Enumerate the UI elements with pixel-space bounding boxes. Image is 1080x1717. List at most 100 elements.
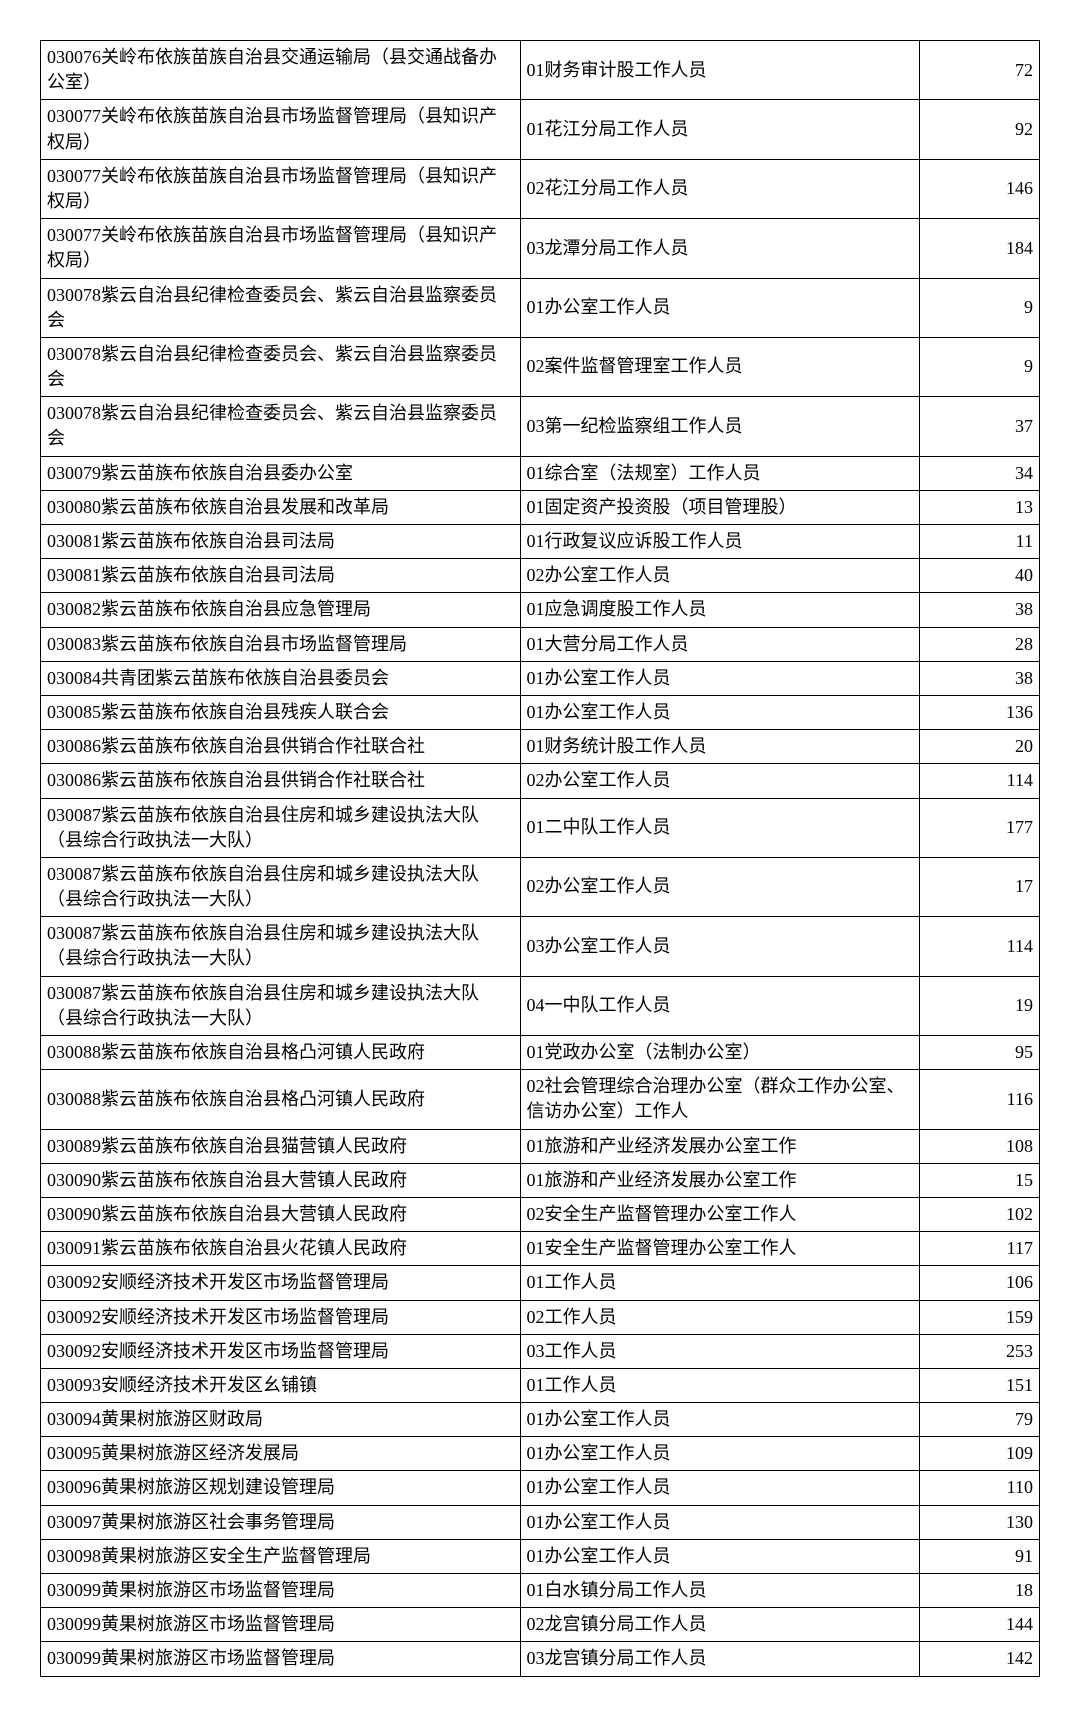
table-row: 030091紫云苗族布依族自治县火花镇人民政府01安全生产监督管理办公室工作人1… [41,1232,1040,1266]
count-cell: 91 [920,1539,1040,1573]
position-cell: 03工作人员 [520,1334,920,1368]
count-cell: 108 [920,1129,1040,1163]
position-cell: 01综合室（法规室）工作人员 [520,456,920,490]
count-cell: 177 [920,798,1040,857]
count-cell: 17 [920,857,1040,916]
org-cell: 030083紫云苗族布依族自治县市场监督管理局 [41,627,521,661]
position-cell: 02办公室工作人员 [520,559,920,593]
org-cell: 030078紫云自治县纪律检查委员会、紫云自治县监察委员会 [41,337,521,396]
table-row: 030090紫云苗族布依族自治县大营镇人民政府02安全生产监督管理办公室工作人1… [41,1197,1040,1231]
position-cell: 03办公室工作人员 [520,917,920,976]
position-cell: 03龙宫镇分局工作人员 [520,1642,920,1676]
org-cell: 030081紫云苗族布依族自治县司法局 [41,559,521,593]
count-cell: 92 [920,100,1040,159]
org-cell: 030084共青团紫云苗族布依族自治县委员会 [41,661,521,695]
table-row: 030087紫云苗族布依族自治县住房和城乡建设执法大队（县综合行政执法一大队）0… [41,857,1040,916]
count-cell: 116 [920,1070,1040,1129]
position-cell: 02办公室工作人员 [520,857,920,916]
count-cell: 142 [920,1642,1040,1676]
table-row: 030098黄果树旅游区安全生产监督管理局01办公室工作人员91 [41,1539,1040,1573]
position-cell: 01办公室工作人员 [520,695,920,729]
org-cell: 030082紫云苗族布依族自治县应急管理局 [41,593,521,627]
org-cell: 030092安顺经济技术开发区市场监督管理局 [41,1334,521,1368]
count-cell: 38 [920,661,1040,695]
table-row: 030084共青团紫云苗族布依族自治县委员会01办公室工作人员38 [41,661,1040,695]
org-cell: 030077关岭布依族苗族自治县市场监督管理局（县知识产权局） [41,219,521,278]
org-cell: 030098黄果树旅游区安全生产监督管理局 [41,1539,521,1573]
count-cell: 11 [920,525,1040,559]
position-cell: 01办公室工作人员 [520,278,920,337]
table-row: 030087紫云苗族布依族自治县住房和城乡建设执法大队（县综合行政执法一大队）0… [41,917,1040,976]
count-cell: 18 [920,1574,1040,1608]
count-cell: 9 [920,278,1040,337]
table-row: 030078紫云自治县纪律检查委员会、紫云自治县监察委员会02案件监督管理室工作… [41,337,1040,396]
table-row: 030089紫云苗族布依族自治县猫营镇人民政府01旅游和产业经济发展办公室工作1… [41,1129,1040,1163]
table-row: 030087紫云苗族布依族自治县住房和城乡建设执法大队（县综合行政执法一大队）0… [41,976,1040,1035]
position-cell: 01应急调度股工作人员 [520,593,920,627]
positions-table-body: 030076关岭布依族苗族自治县交通运输局（县交通战备办公室）01财务审计股工作… [41,41,1040,1677]
org-cell: 030088紫云苗族布依族自治县格凸河镇人民政府 [41,1070,521,1129]
org-cell: 030096黄果树旅游区规划建设管理局 [41,1471,521,1505]
org-cell: 030087紫云苗族布依族自治县住房和城乡建设执法大队（县综合行政执法一大队） [41,917,521,976]
table-row: 030099黄果树旅游区市场监督管理局01白水镇分局工作人员18 [41,1574,1040,1608]
position-cell: 01大营分局工作人员 [520,627,920,661]
table-row: 030077关岭布依族苗族自治县市场监督管理局（县知识产权局）03龙潭分局工作人… [41,219,1040,278]
org-cell: 030099黄果树旅游区市场监督管理局 [41,1574,521,1608]
position-cell: 02花江分局工作人员 [520,159,920,218]
org-cell: 030087紫云苗族布依族自治县住房和城乡建设执法大队（县综合行政执法一大队） [41,857,521,916]
table-row: 030095黄果树旅游区经济发展局01办公室工作人员109 [41,1437,1040,1471]
org-cell: 030095黄果树旅游区经济发展局 [41,1437,521,1471]
table-row: 030081紫云苗族布依族自治县司法局02办公室工作人员40 [41,559,1040,593]
count-cell: 151 [920,1368,1040,1402]
table-row: 030082紫云苗族布依族自治县应急管理局01应急调度股工作人员38 [41,593,1040,627]
position-cell: 01安全生产监督管理办公室工作人 [520,1232,920,1266]
position-cell: 01工作人员 [520,1266,920,1300]
org-cell: 030076关岭布依族苗族自治县交通运输局（县交通战备办公室） [41,41,521,100]
position-cell: 01办公室工作人员 [520,661,920,695]
org-cell: 030092安顺经济技术开发区市场监督管理局 [41,1300,521,1334]
table-row: 030083紫云苗族布依族自治县市场监督管理局01大营分局工作人员28 [41,627,1040,661]
table-row: 030085紫云苗族布依族自治县残疾人联合会01办公室工作人员136 [41,695,1040,729]
table-row: 030092安顺经济技术开发区市场监督管理局01工作人员106 [41,1266,1040,1300]
position-cell: 01二中队工作人员 [520,798,920,857]
count-cell: 110 [920,1471,1040,1505]
org-cell: 030091紫云苗族布依族自治县火花镇人民政府 [41,1232,521,1266]
org-cell: 030079紫云苗族布依族自治县委办公室 [41,456,521,490]
count-cell: 28 [920,627,1040,661]
table-row: 030092安顺经济技术开发区市场监督管理局02工作人员159 [41,1300,1040,1334]
org-cell: 030077关岭布依族苗族自治县市场监督管理局（县知识产权局） [41,100,521,159]
count-cell: 253 [920,1334,1040,1368]
org-cell: 030087紫云苗族布依族自治县住房和城乡建设执法大队（县综合行政执法一大队） [41,798,521,857]
count-cell: 106 [920,1266,1040,1300]
position-cell: 01财务统计股工作人员 [520,730,920,764]
table-row: 030086紫云苗族布依族自治县供销合作社联合社02办公室工作人员114 [41,764,1040,798]
count-cell: 117 [920,1232,1040,1266]
position-cell: 01旅游和产业经济发展办公室工作 [520,1163,920,1197]
org-cell: 030086紫云苗族布依族自治县供销合作社联合社 [41,730,521,764]
positions-table: 030076关岭布依族苗族自治县交通运输局（县交通战备办公室）01财务审计股工作… [40,40,1040,1677]
table-row: 030090紫云苗族布依族自治县大营镇人民政府01旅游和产业经济发展办公室工作1… [41,1163,1040,1197]
org-cell: 030086紫云苗族布依族自治县供销合作社联合社 [41,764,521,798]
count-cell: 13 [920,490,1040,524]
count-cell: 72 [920,41,1040,100]
table-row: 030094黄果树旅游区财政局01办公室工作人员79 [41,1403,1040,1437]
count-cell: 19 [920,976,1040,1035]
count-cell: 34 [920,456,1040,490]
count-cell: 102 [920,1197,1040,1231]
table-row: 030078紫云自治县纪律检查委员会、紫云自治县监察委员会01办公室工作人员9 [41,278,1040,337]
org-cell: 030089紫云苗族布依族自治县猫营镇人民政府 [41,1129,521,1163]
table-row: 030077关岭布依族苗族自治县市场监督管理局（县知识产权局）02花江分局工作人… [41,159,1040,218]
count-cell: 37 [920,397,1040,456]
org-cell: 030088紫云苗族布依族自治县格凸河镇人民政府 [41,1036,521,1070]
table-row: 030077关岭布依族苗族自治县市场监督管理局（县知识产权局）01花江分局工作人… [41,100,1040,159]
org-cell: 030099黄果树旅游区市场监督管理局 [41,1642,521,1676]
table-row: 030086紫云苗族布依族自治县供销合作社联合社01财务统计股工作人员20 [41,730,1040,764]
org-cell: 030090紫云苗族布依族自治县大营镇人民政府 [41,1197,521,1231]
org-cell: 030094黄果树旅游区财政局 [41,1403,521,1437]
position-cell: 01办公室工作人员 [520,1437,920,1471]
count-cell: 20 [920,730,1040,764]
count-cell: 38 [920,593,1040,627]
org-cell: 030087紫云苗族布依族自治县住房和城乡建设执法大队（县综合行政执法一大队） [41,976,521,1035]
table-row: 030088紫云苗族布依族自治县格凸河镇人民政府01党政办公室（法制办公室）95 [41,1036,1040,1070]
position-cell: 01旅游和产业经济发展办公室工作 [520,1129,920,1163]
